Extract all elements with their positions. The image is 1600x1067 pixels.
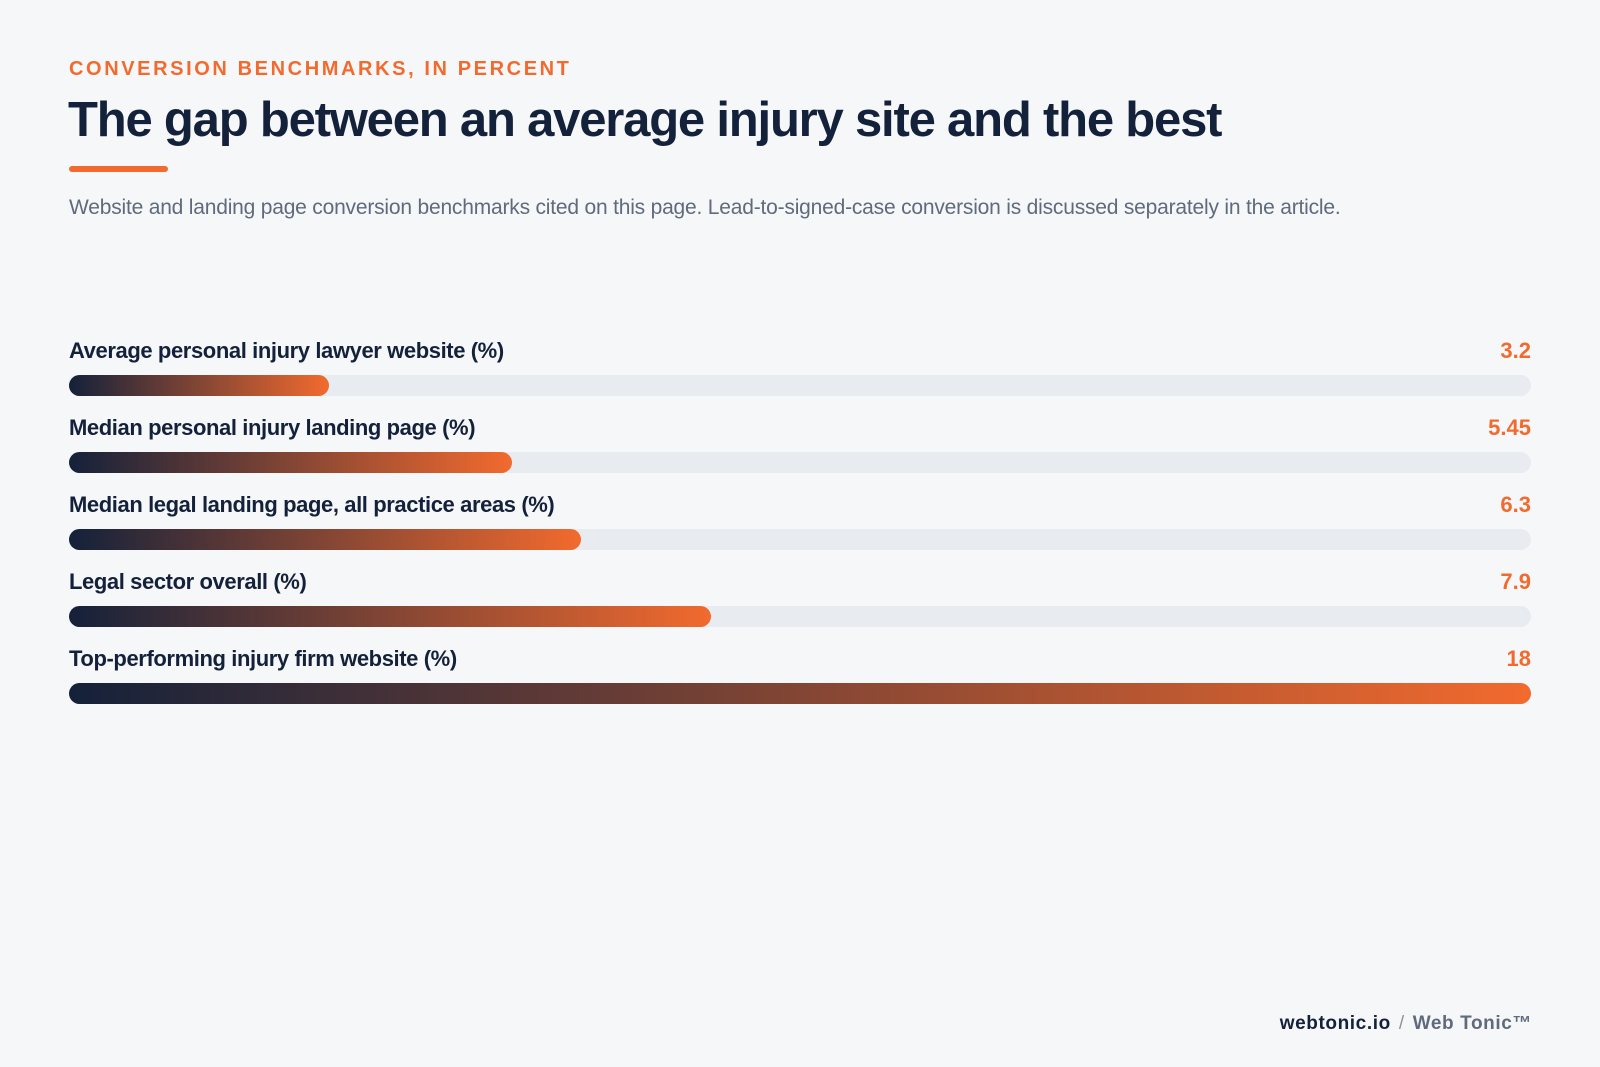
bar-track [69,683,1531,704]
bar [69,375,329,396]
bar-track [69,375,1531,396]
footer-domain: webtonic.io [1279,1013,1391,1034]
footer: webtonic.io / Web Tonic™ [1280,1013,1532,1035]
bar-row: Top-performing injury firm website (%) 18 [69,646,1531,723]
bar-row: Average personal injury lawyer website (… [69,338,1531,415]
bar-value-label: 6.3 [1500,492,1531,517]
footer-separator: / [1398,1013,1405,1034]
bar [69,452,512,473]
bar-chart: Average personal injury lawyer website (… [69,338,1531,723]
bar [69,529,581,550]
title-accent-rule [69,166,168,172]
chart-title: The gap between an average injury site a… [68,93,1222,147]
bar-row: Median personal injury landing page (%) 5… [69,415,1531,492]
bar-label: Legal sector overall (%) [69,569,307,594]
bar-track [69,529,1531,550]
bar-label: Average personal injury lawyer website (… [69,338,504,363]
bar-value-label: 18 [1506,646,1531,671]
chart-subtitle: Website and landing page conversion benc… [69,196,1341,219]
bar [69,683,1531,704]
bar-track [69,452,1531,473]
chart-eyebrow: CONVERSION BENCHMARKS, IN PERCENT [69,58,572,80]
bar-label: Median personal injury landing page (%) [69,415,476,440]
bar-value-label: 7.9 [1500,569,1531,594]
bar [69,606,711,627]
bar-row: Median legal landing page, all practice … [69,492,1531,569]
bar-row: Legal sector overall (%) 7.9 [69,569,1531,646]
bar-value-label: 3.2 [1500,338,1531,363]
footer-brand: Web Tonic™ [1412,1013,1532,1034]
bar-track [69,606,1531,627]
bar-label: Median legal landing page, all practice … [69,492,555,517]
bar-label: Top-performing injury firm website (%) [69,646,457,671]
bar-value-label: 5.45 [1488,415,1531,440]
